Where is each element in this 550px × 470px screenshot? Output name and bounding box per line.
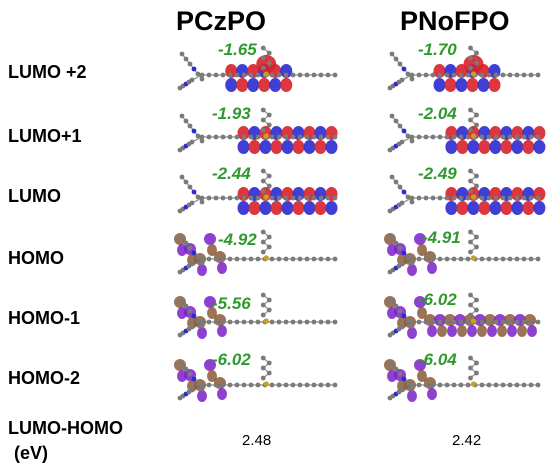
gap-value-pnofpo: 2.42 (452, 432, 482, 449)
energy-pnofpo-homo-minus-1: -6.02 (418, 290, 457, 309)
orbital-pnofpo-homo (384, 229, 541, 276)
orbital-pczpo-homo-minus-1 (174, 292, 338, 339)
row-label-lumo-plus-1: LUMO+1 (8, 126, 82, 146)
orbital-pnofpo-homo-minus-1 (384, 292, 541, 339)
orbital-pczpo-lumo (177, 168, 338, 215)
column-title-pnofpo: PNoFPO (400, 6, 510, 36)
gap-label: LUMO-HOMO (8, 418, 123, 438)
energy-pnofpo-lumo-plus-1: -2.04 (418, 104, 457, 123)
gap-value-pczpo: 2.48 (242, 432, 272, 449)
row-label-homo: HOMO (8, 248, 64, 268)
energy-pczpo-lumo: -2.44 (212, 164, 251, 183)
orbital-pnofpo-homo-minus-2 (384, 355, 541, 402)
orbital-pczpo-homo (174, 229, 338, 276)
row-label-lumo: LUMO (8, 186, 61, 206)
energy-pczpo-homo-minus-2: -6.02 (212, 350, 251, 369)
orbital-pczpo-lumo-plus-2 (177, 45, 338, 92)
energy-pnofpo-lumo-plus-2: -1.70 (418, 40, 457, 59)
energy-pczpo-homo-minus-1: -5.56 (212, 294, 251, 313)
row-label-homo-minus-2: HOMO-2 (8, 368, 80, 388)
energy-pczpo-lumo-plus-1: -1.93 (212, 104, 251, 123)
gap-unit-label: (eV) (14, 443, 49, 463)
orbital-pczpo-homo-minus-2 (174, 355, 338, 402)
orbital-pnofpo-lumo (387, 168, 546, 215)
orbital-pczpo-lumo-plus-1 (177, 107, 338, 154)
orbital-pnofpo-lumo-plus-2 (387, 45, 541, 92)
energy-pnofpo-homo-minus-2: -6.04 (418, 350, 457, 369)
row-label-lumo-plus-2: LUMO +2 (8, 62, 87, 82)
energy-pnofpo-lumo: -2.49 (418, 164, 457, 183)
energy-pczpo-lumo-plus-2: -1.65 (218, 40, 257, 59)
energy-pczpo-homo: -4.92 (218, 230, 257, 249)
orbital-pnofpo-lumo-plus-1 (387, 107, 546, 154)
energy-pnofpo-homo: -4.91 (422, 228, 461, 247)
row-label-homo-minus-1: HOMO-1 (8, 308, 80, 328)
column-title-pczpo: PCzPO (176, 6, 267, 36)
